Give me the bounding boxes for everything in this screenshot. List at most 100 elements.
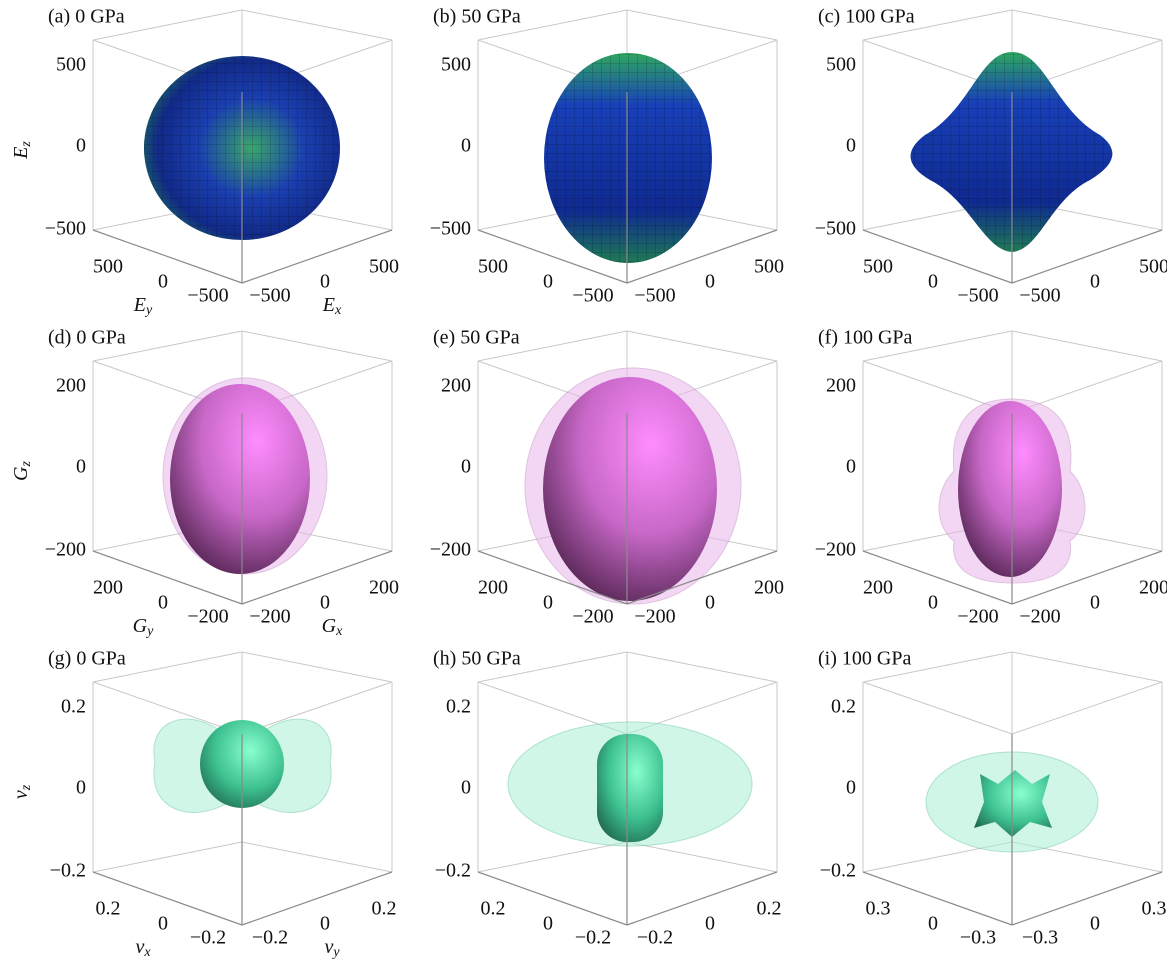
panel-label: (b) 50 GPa [433,6,521,28]
left-tick-label: −200 [572,606,613,628]
axis-subscript: y [144,303,153,318]
axis-subscript: z [19,461,34,468]
box-edge [863,682,1012,734]
z-tick-label: 0 [846,135,856,157]
right-tick-label: 0 [320,271,330,293]
left-tick-label: −500 [572,285,613,307]
right-tick-label: −500 [1019,285,1060,307]
box-edge [93,842,242,872]
axis-label: vy [324,936,340,961]
z-tick-label: −500 [45,218,86,240]
right-tick-label: 500 [369,256,399,278]
panel-label: (h) 50 GPa [433,648,521,670]
box-edge [242,872,392,925]
left-tick-label: −500 [187,285,228,307]
left-tick-label: 0 [158,913,168,935]
axis-symbol: G [322,615,337,637]
right-tick-label: 0 [1090,271,1100,293]
left-tick-label: −0.2 [575,927,611,949]
panel: (f) 100 GPa2000−2002000−200−2000200 [815,327,1167,628]
axis-symbol: v [10,790,32,799]
z-tick-label: 0.2 [831,696,856,718]
left-tick-label: 0.2 [481,898,506,920]
axis-subscript: z [19,141,34,148]
right-tick-label: −0.2 [637,927,673,949]
left-tick-label: 0 [543,913,553,935]
z-tick-label: 0.2 [446,696,471,718]
panel: (d) 0 GPa 200 0 −200 200 0 −200 −200 0 200 Gz Gy Gx [10,327,399,640]
z-tick-label: 0 [846,777,856,799]
z-tick-label: 0 [76,456,86,478]
left-tick-label: 0 [543,271,553,293]
left-tick-label: 500 [478,256,508,278]
axis-subscript: x [335,624,343,639]
right-tick-label: −200 [634,606,675,628]
z-tick-label: −500 [430,218,471,240]
left-tick-label: −200 [187,606,228,628]
inner-surface [597,734,663,842]
right-tick-label: 0 [705,913,715,935]
z-tick-label: 500 [56,54,86,76]
box-edge [627,872,777,925]
left-tick-label: 0 [158,271,168,293]
left-tick-label: 0 [543,592,553,614]
z-tick-label: 0 [76,777,86,799]
axis-subscript: z [19,784,34,791]
box-edge [1012,331,1162,361]
right-tick-label: 500 [1139,256,1167,278]
z-tick-label: 0 [461,135,471,157]
left-tick-label: 0 [928,271,938,293]
panel-label: (i) 100 GPa [818,648,911,670]
z-tick-label: −200 [815,539,856,561]
left-tick-label: −200 [957,606,998,628]
right-tick-label: −200 [1019,606,1060,628]
box-edge [1012,872,1162,925]
axis-symbol: G [10,466,32,481]
axis-label: Gy [133,615,154,640]
axis-symbol: v [324,936,333,958]
right-tick-label: −0.3 [1022,927,1058,949]
z-tick-label: 0 [461,777,471,799]
z-tick-label: 500 [826,54,856,76]
right-tick-label: 0.3 [1142,898,1167,920]
z-tick-label: −0.2 [435,860,471,882]
right-tick-label: 0 [320,592,330,614]
left-tick-label: 0 [158,592,168,614]
z-tick-label: −0.2 [820,860,856,882]
right-tick-label: −500 [634,285,675,307]
left-tick-label: 500 [93,256,123,278]
right-tick-label: 200 [369,577,399,599]
figure: (a) 0 GPa5000−5005000−500−5000500EzEyEx(… [0,0,1167,962]
z-tick-label: 200 [441,375,471,397]
z-tick-label: 200 [56,375,86,397]
panel-label: (d) 0 GPa [48,327,126,349]
right-tick-label: 0 [705,592,715,614]
axis-label: vx [135,936,151,961]
z-tick-label: 500 [441,54,471,76]
left-tick-label: 200 [478,577,508,599]
axis-label: vz [10,784,35,799]
box-edge [627,331,777,361]
box-edge [242,842,392,872]
box-edge [242,652,392,682]
right-tick-label: 0 [1090,913,1100,935]
axis-subscript: y [331,945,340,960]
left-tick-label: 200 [93,577,123,599]
z-tick-label: −500 [815,218,856,240]
left-tick-label: −500 [957,285,998,307]
axis-label: Ex [322,294,342,319]
right-tick-label: 200 [1139,577,1167,599]
right-tick-label: 0 [1090,592,1100,614]
left-tick-label: −0.3 [960,927,996,949]
z-tick-label: −200 [45,539,86,561]
box-edge [627,842,777,872]
z-tick-label: 0.2 [61,696,86,718]
right-tick-label: 500 [754,256,784,278]
z-tick-label: 0 [846,456,856,478]
right-tick-label: −200 [249,606,290,628]
z-tick-label: 200 [826,375,856,397]
left-tick-label: 0 [928,913,938,935]
surface-mesh [544,53,712,263]
